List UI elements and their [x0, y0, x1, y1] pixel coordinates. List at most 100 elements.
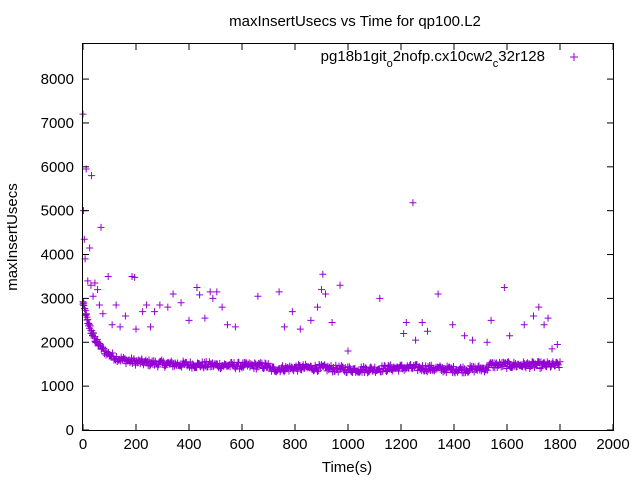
data-point: [108, 321, 116, 329]
data-point: [519, 358, 527, 366]
data-point: [196, 291, 204, 299]
data-point: [240, 363, 248, 371]
data-point: [185, 316, 193, 324]
data-point: [95, 301, 103, 309]
data-point: [112, 301, 120, 309]
data-point: [364, 369, 372, 377]
data-point: [252, 365, 260, 373]
data-point: [318, 286, 325, 294]
y-tick-label: 0: [66, 422, 74, 439]
data-point: [121, 312, 129, 320]
data-point: [535, 303, 543, 311]
data-point: [355, 368, 363, 376]
y-tick-label: 7000: [41, 115, 74, 132]
y-tick-label: 8000: [41, 71, 74, 88]
data-point: [223, 321, 231, 329]
data-points: [79, 110, 564, 377]
data-point: [254, 363, 262, 371]
data-point: [344, 347, 352, 355]
y-tick-label: 1000: [41, 378, 74, 395]
data-point: [89, 292, 97, 300]
data-point: [288, 308, 296, 316]
data-point: [80, 299, 88, 307]
data-point: [108, 349, 116, 357]
x-tick-label: 1000: [331, 436, 364, 453]
data-point: [555, 363, 563, 371]
data-point: [442, 369, 450, 377]
data-point: [131, 273, 139, 281]
y-tick-label: 2000: [41, 334, 74, 351]
data-point: [201, 314, 209, 322]
data-point: [218, 303, 226, 311]
data-point: [206, 288, 214, 296]
data-point: [307, 362, 315, 370]
data-point: [91, 279, 99, 287]
x-tick-label: 400: [176, 436, 201, 453]
data-point: [540, 321, 548, 329]
data-point: [200, 364, 208, 372]
data-point: [86, 244, 94, 252]
data-point: [83, 316, 91, 324]
data-point: [169, 290, 177, 298]
data-point: [487, 316, 495, 324]
data-point: [336, 281, 344, 289]
data-point: [328, 319, 336, 327]
data-point: [87, 281, 95, 289]
data-point: [231, 323, 239, 331]
x-tick-label: 1400: [437, 436, 470, 453]
legend: pg18b1gito2nofp.cx10cw2c32r128: [321, 48, 578, 70]
data-point: [441, 367, 449, 375]
data-point: [156, 301, 164, 309]
x-axis: 0 200 400 600 800 1000 1200 1400 1600 1800 2000: [79, 44, 630, 453]
data-point: [87, 172, 95, 180]
data-point: [434, 290, 442, 298]
data-point: [449, 321, 457, 329]
data-point: [376, 294, 384, 302]
data-point: [161, 363, 169, 371]
data-point: [504, 358, 512, 366]
data-point: [395, 367, 403, 375]
data-point: [147, 323, 155, 331]
data-point: [548, 345, 556, 353]
data-point: [418, 319, 426, 327]
legend-label: pg18b1gito2nofp.cx10cw2c32r128: [321, 48, 545, 70]
data-point: [270, 363, 278, 371]
y-axis-label: maxInsertUsecs: [4, 183, 21, 291]
data-point: [80, 235, 88, 243]
data-point: [294, 367, 302, 375]
data-point: [540, 358, 548, 366]
data-point: [254, 292, 262, 300]
data-point: [264, 359, 272, 367]
x-tick-label: 0: [79, 436, 87, 453]
data-point: [538, 364, 546, 372]
data-point: [97, 223, 105, 231]
data-point: [279, 362, 287, 370]
data-point: [96, 339, 104, 347]
data-point: [556, 358, 564, 366]
data-point: [84, 277, 92, 285]
x-axis-label: Time(s): [322, 459, 372, 476]
data-point: [409, 199, 417, 207]
data-point: [553, 340, 561, 348]
data-point: [469, 336, 477, 344]
data-point: [132, 325, 140, 333]
data-point: [500, 360, 508, 368]
data-point: [527, 362, 535, 370]
y-tick-label: 4000: [41, 247, 74, 264]
data-point: [319, 270, 327, 278]
data-point: [483, 338, 491, 346]
data-point: [505, 359, 513, 367]
data-point: [280, 323, 288, 331]
data-point: [400, 330, 408, 337]
data-point: [116, 323, 124, 331]
data-point: [307, 316, 315, 324]
data-point: [402, 319, 410, 327]
data-point: [151, 308, 159, 316]
x-tick-label: 1800: [543, 436, 576, 453]
x-tick-label: 600: [229, 436, 254, 453]
data-point: [177, 299, 185, 307]
data-point: [424, 327, 431, 335]
y-tick-label: 6000: [41, 159, 74, 176]
data-point: [275, 288, 283, 296]
